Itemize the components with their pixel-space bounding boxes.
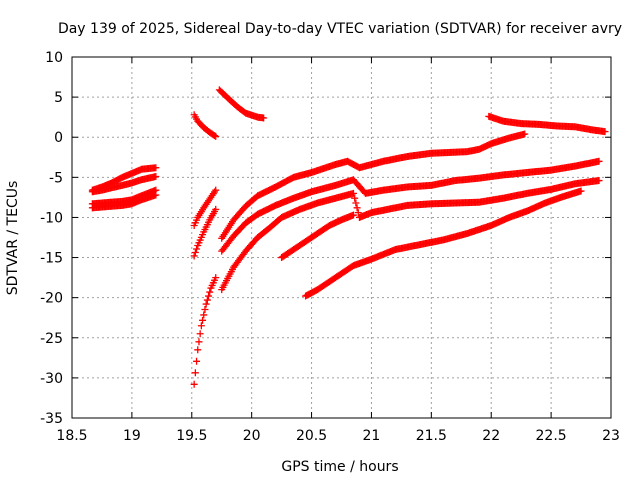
- data-point: [353, 204, 361, 212]
- data-point: [206, 288, 214, 296]
- data-point: [152, 191, 160, 199]
- x-tick-label: 20: [243, 428, 261, 444]
- data-point: [201, 305, 209, 313]
- x-tick-label: 19.5: [176, 428, 207, 444]
- series-s7: [190, 205, 220, 260]
- data-point: [199, 316, 207, 324]
- grid-lines: [72, 57, 611, 418]
- series-s12: [218, 177, 603, 294]
- data-point: [191, 369, 199, 377]
- data-point: [521, 130, 529, 138]
- data-point: [191, 248, 199, 256]
- y-tick-label: -5: [49, 170, 63, 186]
- y-tick-label: -10: [40, 210, 63, 226]
- y-tick-label: 0: [54, 130, 63, 146]
- data-point: [595, 177, 603, 185]
- y-tick-label: -20: [40, 291, 63, 307]
- data-point: [260, 114, 268, 122]
- data-point: [152, 164, 160, 172]
- data-point: [205, 292, 213, 300]
- series-s9: [215, 86, 268, 122]
- series-s13: [278, 211, 357, 262]
- data-point: [595, 157, 603, 165]
- x-tick-label: 22: [482, 428, 500, 444]
- x-tick-label: 20.5: [296, 428, 327, 444]
- series-s10: [218, 130, 529, 242]
- data-point: [202, 300, 210, 308]
- series-s8: [190, 274, 220, 388]
- y-tick-label: 5: [54, 90, 63, 106]
- data-point: [212, 186, 220, 194]
- data-point: [349, 211, 357, 219]
- data-point: [203, 296, 211, 304]
- x-axis-label: GPS time / hours: [281, 459, 398, 475]
- plot-frame: [71, 56, 612, 419]
- x-axis: 18.5 19 19.5 20 20.5 21 21.5 22 22.5 23: [56, 57, 620, 444]
- y-tick-label: -15: [40, 251, 63, 267]
- y-tick-label: -25: [40, 331, 63, 347]
- data-point: [152, 173, 160, 181]
- x-tick-label: 22.5: [536, 428, 567, 444]
- data-point: [212, 274, 220, 282]
- series-s6: [190, 186, 220, 229]
- x-tick-label: 21.5: [416, 428, 447, 444]
- series-s15: [485, 112, 609, 136]
- data-point: [200, 311, 208, 319]
- data-point: [190, 252, 198, 260]
- y-axis-label: SDTVAR / TECUs: [5, 181, 21, 296]
- x-tick-label: 18.5: [56, 428, 87, 444]
- data-point: [190, 380, 198, 388]
- x-tick-label: 21: [363, 428, 381, 444]
- series-s11: [218, 157, 603, 255]
- data-point: [349, 189, 357, 197]
- y-axis: -35 -30 -25 -20 -15 -10 -5 0 5 10: [40, 50, 611, 427]
- series-s4: [88, 191, 160, 212]
- data-point: [196, 330, 204, 338]
- data-point: [194, 346, 202, 354]
- plot-area: [88, 86, 609, 388]
- series-s2: [88, 173, 160, 196]
- x-tick-label: 19: [123, 428, 141, 444]
- chart-title: Day 139 of 2025, Sidereal Day-to-day VTE…: [58, 21, 622, 37]
- data-point: [197, 322, 205, 330]
- data-point: [351, 194, 359, 202]
- series-s14: [302, 187, 585, 300]
- x-tick-label: 23: [602, 428, 620, 444]
- data-point: [211, 132, 219, 140]
- series-s5: [190, 111, 220, 140]
- data-point: [354, 209, 362, 217]
- data-point: [601, 128, 609, 136]
- data-point: [212, 205, 220, 213]
- data-point: [193, 245, 201, 253]
- y-tick-label: -30: [40, 371, 63, 387]
- data-point: [212, 132, 220, 140]
- data-point: [195, 338, 203, 346]
- y-tick-label: 10: [45, 50, 63, 66]
- data-point: [193, 357, 201, 365]
- data-point: [577, 187, 585, 195]
- data-point: [352, 199, 360, 207]
- y-tick-label: -35: [40, 411, 63, 427]
